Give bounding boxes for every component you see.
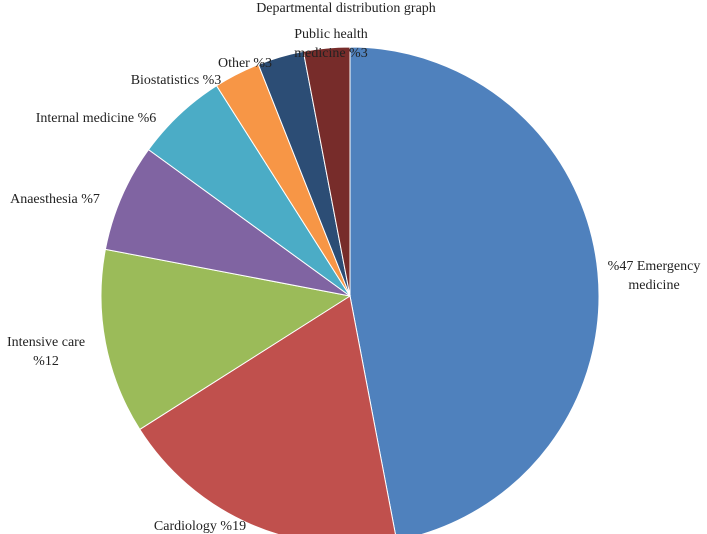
pie-slice-intensive-care	[100, 248, 352, 431]
slice-label-emergency-medicine: %47 Emergency medicine	[608, 259, 701, 293]
pie-slice-emergency-medicine	[349, 46, 600, 534]
slice-label-other: Other %3	[218, 56, 272, 71]
slice-label-biostatistics: Biostatistics %3	[131, 73, 222, 88]
pie-labels: %47 Emergency medicine Cardiology %19 Inten…	[7, 27, 700, 534]
pie-slice-anaesthesia	[104, 148, 351, 297]
pie-slice-public-health-medicine	[302, 46, 351, 297]
slice-label-intensive-care: Intensive care %12	[7, 335, 85, 369]
slice-label-public-health-medicine: Public health medicine %3	[294, 27, 368, 61]
pie-slices	[100, 46, 600, 534]
slice-label-internal-medicine: Internal medicine %6	[36, 111, 157, 126]
slice-label-cardiology: Cardiology %19	[154, 519, 246, 534]
pie-slice-cardiology	[139, 295, 396, 534]
slice-label-anaesthesia: Anaesthesia %7	[10, 192, 100, 207]
chart-title: Departmental distribution graph	[256, 1, 436, 16]
